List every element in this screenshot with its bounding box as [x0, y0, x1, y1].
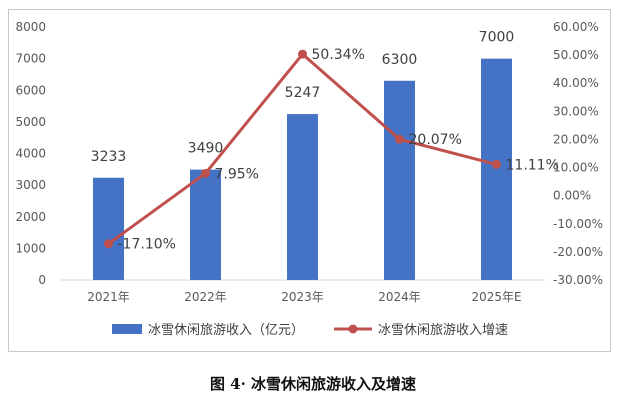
right-axis-tick-label: 20.00%	[553, 132, 599, 146]
bar	[384, 80, 415, 280]
left-axis-tick-label: 4000	[15, 147, 46, 161]
left-axis-tick-label: 0	[38, 273, 46, 287]
line-point	[201, 168, 210, 178]
legend-swatch-bar	[112, 324, 142, 334]
right-axis-tick-label: -30.00%	[553, 273, 603, 287]
line-point	[298, 49, 307, 59]
x-axis-tick-label: 2023年	[281, 290, 324, 304]
bar-data-label: 6300	[382, 52, 418, 68]
right-axis-tick-label: -10.00%	[553, 217, 603, 231]
x-axis-tick-label: 2021年	[87, 290, 130, 304]
right-axis-tick-label: 30.00%	[553, 104, 599, 118]
right-axis-tick-label: -20.00%	[553, 245, 603, 259]
x-axis-tick-label: 2025年E	[471, 290, 521, 304]
legend-swatch-marker	[348, 324, 358, 334]
bar-data-label: 3233	[91, 149, 127, 165]
left-axis-tick-label: 6000	[15, 83, 46, 97]
line-data-label: -17.10%	[118, 237, 176, 253]
x-axis-tick-label: 2024年	[378, 290, 421, 304]
bar	[287, 114, 318, 280]
left-axis-tick-label: 8000	[15, 20, 46, 34]
bar-data-label: 5247	[285, 85, 321, 101]
figure-caption: 图 4· 冰雪休闲旅游收入及增速	[209, 375, 417, 393]
bar	[93, 177, 124, 280]
bar	[190, 169, 221, 280]
bar-data-label: 7000	[479, 30, 515, 46]
right-axis-tick-label: 0.00%	[553, 189, 591, 203]
left-axis-tick-label: 5000	[15, 115, 46, 129]
bar-data-label: 3490	[188, 141, 224, 157]
line-point	[492, 159, 501, 169]
left-axis-tick-label: 2000	[15, 210, 46, 224]
legend-label: 冰雪休闲旅游收入（亿元）	[148, 323, 304, 338]
line-data-label: 11.11%	[506, 157, 559, 173]
right-axis-tick-label: 40.00%	[553, 76, 599, 90]
right-axis-tick-label: 60.00%	[553, 20, 599, 34]
left-axis-tick-label: 3000	[15, 178, 46, 192]
line-data-label: 7.95%	[215, 166, 259, 182]
line-point	[395, 134, 404, 144]
left-axis-tick-label: 7000	[15, 52, 46, 66]
line-data-label: 20.07%	[409, 132, 462, 148]
line-point	[104, 239, 113, 249]
legend-label: 冰雪休闲旅游收入增速	[378, 323, 508, 338]
right-axis-tick-label: 50.00%	[553, 48, 599, 62]
left-axis-tick-label: 1000	[15, 241, 46, 255]
x-axis-tick-label: 2022年	[184, 290, 227, 304]
right-axis-tick-label: 10.00%	[553, 161, 599, 175]
bar	[481, 58, 512, 280]
line-data-label: 50.34%	[312, 47, 365, 63]
